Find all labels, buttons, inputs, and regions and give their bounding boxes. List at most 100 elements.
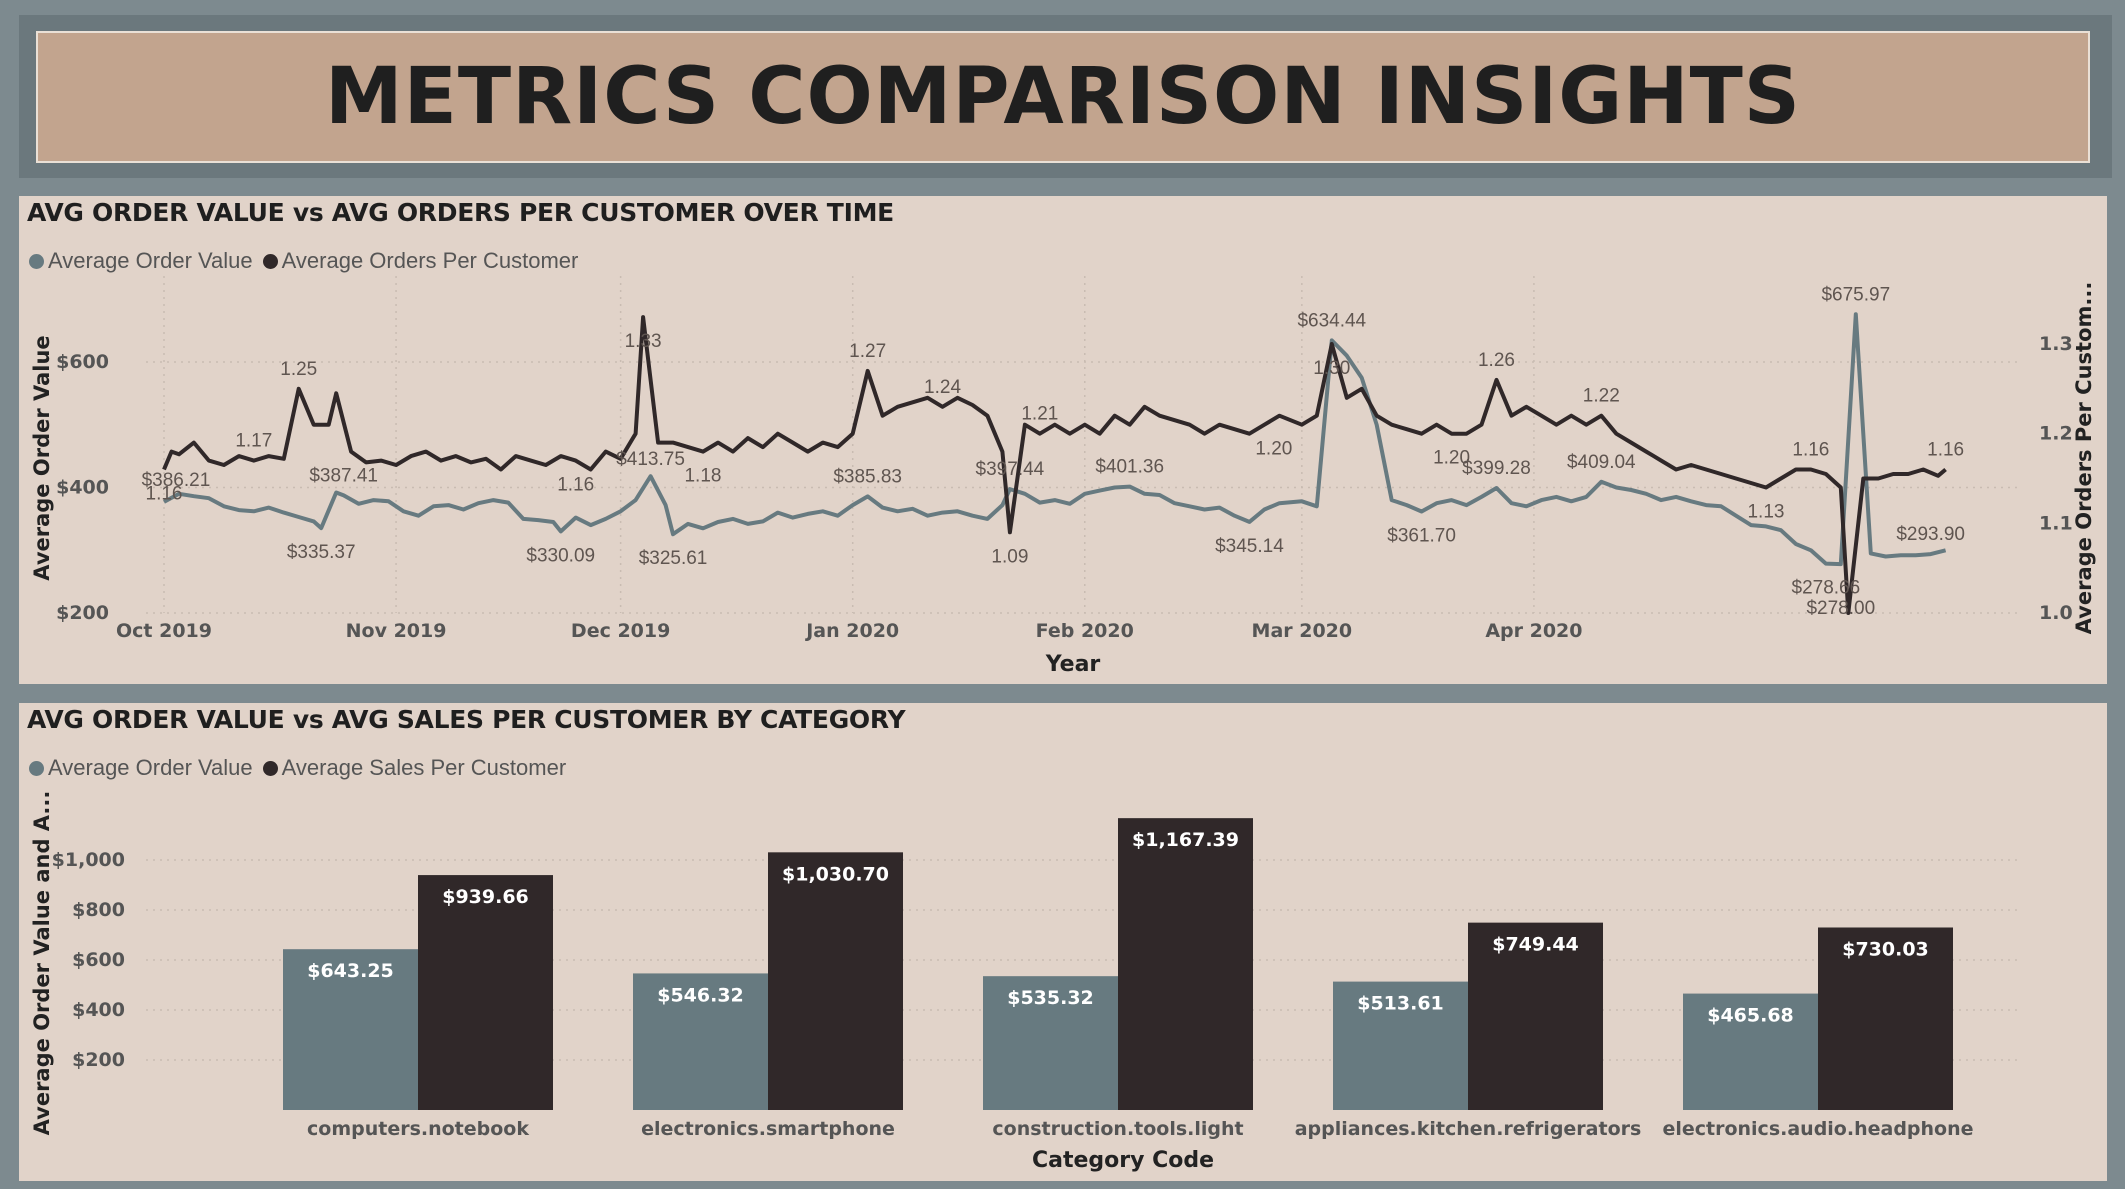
aov-data-label: $413.75 bbox=[616, 449, 685, 470]
orders-data-label: 1.16 bbox=[557, 475, 594, 496]
aov-data-label: $397.44 bbox=[976, 459, 1045, 480]
sales-bar bbox=[1818, 927, 1953, 1110]
legend-label-orders: Average Orders Per Customer bbox=[281, 248, 579, 273]
orders-data-label: 1.20 bbox=[1255, 439, 1292, 460]
y2-tick-label: 1.1 bbox=[2039, 512, 2073, 534]
x-tick-label: electronics.audio.headphone bbox=[1662, 1118, 1973, 1140]
aov-data-label: $278.66 bbox=[1792, 578, 1861, 599]
y-tick-label: $400 bbox=[72, 999, 125, 1021]
aov-bar bbox=[1333, 981, 1468, 1110]
orders-data-label: 1.09 bbox=[991, 546, 1028, 567]
bar-chart[interactable]: $200 $400 $600 $800 $1,000 $643.25 $939.66 comp… bbox=[19, 703, 2107, 1181]
aov-data-label: $335.37 bbox=[287, 542, 356, 563]
x-tick-label: Apr 2020 bbox=[1485, 620, 1582, 642]
aov-data-label: $409.04 bbox=[1567, 452, 1636, 473]
x-tick-label: Mar 2020 bbox=[1252, 620, 1353, 642]
line-chart-legend: Average Order Value Average Orders Per C… bbox=[29, 248, 588, 274]
orders-data-label: 1.33 bbox=[625, 331, 662, 352]
aov-data-label: $385.83 bbox=[833, 466, 902, 487]
aov-data-label: $387.41 bbox=[309, 465, 378, 486]
x-tick-label: Jan 2020 bbox=[804, 620, 899, 642]
aov-data-label: $345.14 bbox=[1215, 536, 1284, 557]
title-banner: METRICS COMPARISON INSIGHTS bbox=[36, 31, 2090, 163]
x-tick-label: Nov 2019 bbox=[346, 620, 447, 642]
page-title: METRICS COMPARISON INSIGHTS bbox=[325, 52, 1801, 142]
y2-tick-label: 1.0 bbox=[2039, 602, 2073, 624]
orders-data-label: 1.13 bbox=[1747, 501, 1784, 522]
y-tick-label: $800 bbox=[72, 899, 125, 921]
legend-item-aov[interactable]: Average Order Value bbox=[29, 248, 253, 274]
line-chart[interactable]: Oct 2019 Nov 2019 Dec 2019 Jan 2020 Feb 2020… bbox=[19, 196, 2107, 684]
aov-bar bbox=[633, 973, 768, 1110]
orders-series-line bbox=[162, 315, 1947, 615]
y-axis-title: Average Order Value bbox=[30, 335, 54, 580]
y2-axis-title: Average Orders Per Custom... bbox=[2072, 282, 2096, 635]
orders-data-label: 1.30 bbox=[1313, 358, 1350, 379]
y2-tick-label: 1.3 bbox=[2039, 333, 2073, 355]
aov-data-label: $325.61 bbox=[639, 548, 708, 569]
aov-bar bbox=[983, 976, 1118, 1110]
orders-data-label: 1.18 bbox=[684, 466, 721, 487]
legend-label-aov: Average Order Value bbox=[48, 248, 253, 273]
orders-data-label: 1.26 bbox=[1478, 350, 1515, 371]
y-tick-label: $600 bbox=[56, 351, 109, 373]
x-tick-label: Dec 2019 bbox=[571, 620, 670, 642]
x-axis-title: Year bbox=[1045, 652, 1101, 677]
aov-data-label: $278.00 bbox=[1806, 598, 1875, 619]
y-tick-label: $600 bbox=[72, 949, 125, 971]
line-chart-panel: AVG ORDER VALUE vs AVG ORDERS PER CUSTOM… bbox=[19, 196, 2107, 684]
aov-data-label: $386.21 bbox=[142, 470, 211, 491]
orders-data-label: 1.16 bbox=[1792, 440, 1829, 461]
orders-data-label: 1.17 bbox=[235, 431, 272, 452]
sales-bar-label: $939.66 bbox=[442, 886, 529, 908]
legend-label-aov-bar: Average Order Value bbox=[48, 755, 253, 780]
legend-dot-aov bbox=[29, 253, 44, 269]
legend-dot-aov-bar bbox=[29, 760, 44, 776]
sales-bar-label: $1,167.39 bbox=[1132, 829, 1239, 851]
orders-data-label: 1.20 bbox=[1433, 448, 1470, 469]
sales-bar bbox=[418, 875, 553, 1110]
bar-chart-panel: AVG ORDER VALUE vs AVG SALES PER CUSTOME… bbox=[19, 703, 2107, 1181]
aov-data-label: $293.90 bbox=[1896, 524, 1965, 545]
aov-bar-label: $513.61 bbox=[1357, 993, 1444, 1015]
aov-bar bbox=[1683, 993, 1818, 1110]
aov-data-label: $399.28 bbox=[1462, 458, 1531, 479]
y-axis-title: Average Order Value and A... bbox=[30, 791, 54, 1136]
aov-data-label: $330.09 bbox=[526, 545, 595, 566]
x-tick-label: construction.tools.light bbox=[992, 1118, 1243, 1140]
y-tick-label: $400 bbox=[56, 477, 109, 499]
legend-label-sales: Average Sales Per Customer bbox=[281, 755, 567, 780]
aov-data-label: $675.97 bbox=[1821, 284, 1890, 305]
legend-item-sales[interactable]: Average Sales Per Customer bbox=[262, 755, 567, 781]
legend-dot-orders bbox=[262, 253, 278, 269]
legend-dot-sales bbox=[262, 760, 278, 776]
x-tick-label: Feb 2020 bbox=[1036, 620, 1134, 642]
sales-bar-label: $1,030.70 bbox=[782, 863, 889, 885]
bar-chart-legend: Average Order Value Average Sales Per Cu… bbox=[29, 755, 576, 781]
sales-bar bbox=[1468, 922, 1603, 1110]
bar-chart-title: AVG ORDER VALUE vs AVG SALES PER CUSTOME… bbox=[27, 705, 906, 734]
aov-bar bbox=[283, 949, 418, 1110]
orders-data-label: 1.25 bbox=[280, 359, 317, 380]
orders-data-label: 1.16 bbox=[1927, 440, 1964, 461]
orders-data-label: 1.16 bbox=[146, 484, 183, 505]
legend-item-orders[interactable]: Average Orders Per Customer bbox=[262, 248, 579, 274]
y2-tick-label: 1.2 bbox=[2039, 423, 2073, 445]
x-tick-label: appliances.kitchen.refrigerators bbox=[1295, 1118, 1642, 1140]
legend-item-aov-bar[interactable]: Average Order Value bbox=[29, 755, 253, 781]
aov-bar-label: $546.32 bbox=[657, 984, 744, 1006]
line-chart-title: AVG ORDER VALUE vs AVG ORDERS PER CUSTOM… bbox=[27, 198, 894, 227]
sales-bar bbox=[768, 852, 903, 1110]
x-tick-label: Oct 2019 bbox=[116, 620, 212, 642]
x-tick-label: electronics.smartphone bbox=[641, 1118, 895, 1140]
orders-data-label: 1.21 bbox=[1021, 404, 1058, 425]
aov-bar-label: $465.68 bbox=[1707, 1005, 1794, 1027]
y-tick-label: $1,000 bbox=[52, 849, 125, 871]
sales-bar-label: $749.44 bbox=[1492, 934, 1579, 956]
x-tick-label: computers.notebook bbox=[307, 1118, 529, 1140]
orders-data-label: 1.24 bbox=[924, 377, 961, 398]
sales-bar bbox=[1118, 818, 1253, 1110]
aov-bar-label: $643.25 bbox=[307, 960, 394, 982]
aov-series-line bbox=[163, 312, 1947, 567]
y-tick-label: $200 bbox=[56, 602, 109, 624]
